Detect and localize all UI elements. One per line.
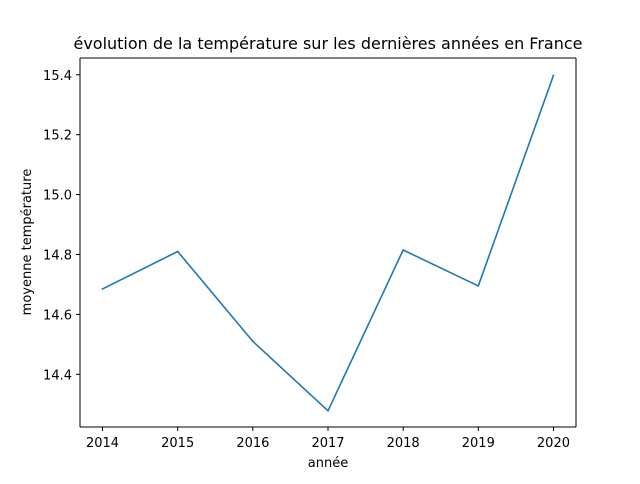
x-tick-label: 2015 bbox=[161, 436, 194, 451]
data-point bbox=[101, 288, 104, 290]
data-point bbox=[477, 285, 480, 287]
data-point bbox=[552, 74, 555, 77]
y-tick-label: 14.6 bbox=[43, 308, 72, 323]
y-tick-label: 14.8 bbox=[43, 248, 72, 263]
chart-title: évolution de la température sur les dern… bbox=[73, 34, 582, 53]
y-tick-label: 14.4 bbox=[43, 368, 72, 383]
y-tick-label: 15.4 bbox=[43, 69, 72, 84]
y-tick-label: 15.2 bbox=[43, 129, 72, 144]
x-tick-label: 2014 bbox=[86, 436, 119, 451]
data-point bbox=[402, 249, 404, 251]
y-axis-label: moyenne température bbox=[20, 169, 35, 316]
plot-area bbox=[80, 58, 576, 427]
x-tick-label: 2019 bbox=[462, 436, 495, 451]
data-point bbox=[252, 340, 254, 343]
x-axis-ticks: 2014 2015 2016 2017 2018 2019 2020 bbox=[86, 427, 570, 451]
x-tick-label: 2016 bbox=[236, 436, 269, 451]
x-tick-label: 2018 bbox=[387, 436, 420, 451]
x-tick-label: 2020 bbox=[537, 436, 570, 451]
series-layer bbox=[101, 74, 555, 412]
y-axis-ticks: 14.4 14.6 14.8 15.0 15.2 15.4 bbox=[43, 69, 80, 383]
x-axis-label: année bbox=[308, 456, 348, 471]
data-point bbox=[327, 410, 329, 412]
plot-frame bbox=[79, 57, 577, 428]
data-point bbox=[176, 250, 179, 253]
x-tick-label: 2017 bbox=[311, 436, 344, 451]
y-tick-label: 15.0 bbox=[43, 189, 72, 204]
